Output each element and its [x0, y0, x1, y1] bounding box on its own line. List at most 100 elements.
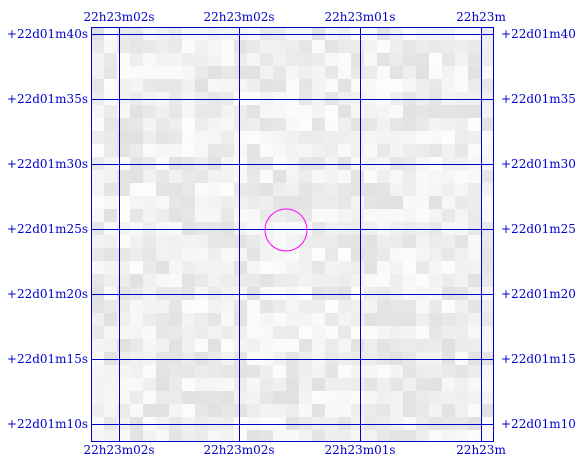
sky-pixel: [117, 209, 130, 222]
sky-pixel: [169, 222, 182, 235]
sky-pixel: [455, 378, 468, 391]
sky-pixel: [286, 339, 299, 352]
sky-pixel: [325, 66, 338, 79]
sky-pixel: [364, 92, 377, 105]
sky-pixel: [130, 365, 143, 378]
sky-pixel: [117, 144, 130, 157]
sky-pixel: [247, 352, 260, 365]
sky-pixel: [273, 66, 286, 79]
sky-pixel: [481, 118, 494, 131]
sky-pixel: [247, 27, 260, 40]
sky-pixel: [338, 287, 351, 300]
sky-pixel: [156, 196, 169, 209]
sky-pixel: [91, 391, 104, 404]
sky-pixel: [221, 144, 234, 157]
sky-pixel: [481, 196, 494, 209]
sky-pixel: [468, 378, 481, 391]
sky-pixel: [481, 339, 494, 352]
sky-pixel: [364, 404, 377, 417]
sky-pixel: [273, 92, 286, 105]
sky-pixel: [364, 430, 377, 442]
sky-pixel: [325, 183, 338, 196]
sky-pixel: [325, 261, 338, 274]
sky-pixel: [325, 365, 338, 378]
sky-pixel: [416, 313, 429, 326]
sky-pixel: [195, 157, 208, 170]
sky-pixel: [208, 352, 221, 365]
sky-pixel: [117, 430, 130, 442]
sky-pixel: [104, 313, 117, 326]
sky-pixel: [195, 430, 208, 442]
sky-pixel: [208, 79, 221, 92]
sky-pixel: [234, 430, 247, 442]
sky-pixel: [260, 378, 273, 391]
sky-pixel: [442, 287, 455, 300]
sky-pixel: [195, 183, 208, 196]
sky-pixel: [390, 105, 403, 118]
sky-pixel: [286, 131, 299, 144]
sky-pixel: [377, 326, 390, 339]
sky-pixel: [91, 131, 104, 144]
sky-pixel: [130, 40, 143, 53]
sky-pixel: [481, 92, 494, 105]
sky-pixel: [364, 248, 377, 261]
sky-pixel: [182, 40, 195, 53]
sky-pixel: [208, 287, 221, 300]
sky-pixel: [299, 222, 312, 235]
sky-pixel: [403, 378, 416, 391]
sky-pixel: [416, 131, 429, 144]
sky-pixel: [143, 79, 156, 92]
sky-pixel: [325, 235, 338, 248]
sky-pixel: [234, 183, 247, 196]
sky-pixel: [429, 417, 442, 430]
sky-pixel: [104, 209, 117, 222]
sky-pixel: [364, 417, 377, 430]
sky-pixel: [403, 170, 416, 183]
sky-pixel: [468, 105, 481, 118]
sky-pixel: [351, 118, 364, 131]
sky-pixel: [117, 391, 130, 404]
sky-pixel: [416, 430, 429, 442]
sky-pixel: [260, 313, 273, 326]
sky-pixel: [351, 287, 364, 300]
sky-pixel: [156, 339, 169, 352]
sky-pixel: [338, 235, 351, 248]
sky-pixel: [234, 144, 247, 157]
sky-pixel: [351, 170, 364, 183]
sky-pixel: [338, 430, 351, 442]
sky-pixel: [312, 404, 325, 417]
sky-pixel: [377, 248, 390, 261]
sky-pixel: [143, 183, 156, 196]
sky-pixel: [234, 157, 247, 170]
sky-pixel: [130, 378, 143, 391]
sky-pixel: [286, 287, 299, 300]
sky-pixel: [390, 92, 403, 105]
ra-label-top: 22h23m02s: [83, 10, 155, 24]
sky-pixel: [156, 209, 169, 222]
sky-pixel: [286, 417, 299, 430]
sky-pixel: [286, 92, 299, 105]
sky-pixel: [208, 365, 221, 378]
sky-pixel: [390, 274, 403, 287]
sky-pixel: [442, 274, 455, 287]
sky-pixel: [208, 105, 221, 118]
sky-pixel: [143, 196, 156, 209]
sky-pixel: [260, 131, 273, 144]
sky-pixel: [221, 300, 234, 313]
sky-pixel: [156, 27, 169, 40]
sky-pixel: [429, 404, 442, 417]
sky-pixel: [208, 196, 221, 209]
sky-pixel: [208, 53, 221, 66]
sky-pixel: [104, 235, 117, 248]
sky-pixel: [286, 326, 299, 339]
sky-pixel: [351, 235, 364, 248]
sky-pixel: [442, 118, 455, 131]
sky-pixel: [286, 404, 299, 417]
sky-pixel: [351, 105, 364, 118]
sky-pixel: [325, 339, 338, 352]
sky-pixel: [455, 92, 468, 105]
sky-pixel: [338, 92, 351, 105]
sky-pixel: [377, 430, 390, 442]
sky-pixel: [221, 391, 234, 404]
sky-pixel: [312, 131, 325, 144]
